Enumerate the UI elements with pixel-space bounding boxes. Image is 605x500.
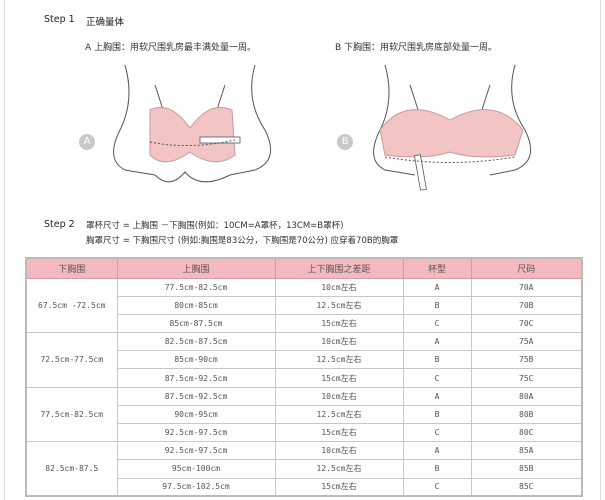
cup-cell: C <box>402 477 472 497</box>
size-cell: 75A <box>470 332 583 352</box>
table-row: 87.5cm-92.5cm 15cm左右 C 75C <box>26 368 583 388</box>
step1-title: 正确量体 <box>86 17 125 28</box>
size-cell: 75C <box>470 368 583 388</box>
step2-line1: 罩杯尺寸 = 上胸围 －下胸围(例如：10CM=A罩杯，13CM=B罩杯) <box>86 221 344 231</box>
table-row: 67.5cm -72.5cm 77.5cm-82.5cm 10cm左右 A 70A <box>25 277 583 334</box>
size-cell: 75B <box>470 350 583 370</box>
page-frame <box>4 0 601 500</box>
header-difference: 上下胸围之差距 <box>274 257 404 279</box>
under-bust-cell: 77.5cm-82.5cm <box>25 386 118 443</box>
upper-bust-cell: 97.5cm-102.5cm <box>116 477 276 497</box>
cup-cell: B <box>402 350 472 370</box>
table-row: 82.5cm-87.5 92.5cm-97.5cm 10cm左右 A 85A <box>25 441 583 497</box>
size-cell: 80C <box>470 422 583 443</box>
cup-cell: A <box>402 441 472 461</box>
under-bust-cell: 67.5cm -72.5cm <box>25 277 118 334</box>
badge-b: B <box>337 134 353 150</box>
cup-cell: C <box>402 313 472 334</box>
upper-bust-illustration <box>113 64 272 183</box>
cup-cell: A <box>402 386 472 406</box>
cup-cell: B <box>402 404 472 425</box>
under-bust-illustration <box>373 64 532 191</box>
cup-cell: B <box>402 459 472 479</box>
upper-bust-cell: 85cm-87.5cm <box>116 313 276 334</box>
table-row: 90cm-95cm 12.5cm左右 B 80B <box>26 404 583 425</box>
step1-b-text: B 下胸围：用软尺围乳房底部处量一周。 <box>335 43 498 53</box>
cup-cell: C <box>402 368 472 388</box>
difference-cell: 12.5cm左右 <box>274 459 404 479</box>
upper-bust-cell: 80cm-85cm <box>116 295 276 315</box>
under-bust-cell: 82.5cm-87.5 <box>25 441 118 497</box>
upper-bust-cell: 95cm-100cm <box>116 459 276 479</box>
difference-cell: 12.5cm左右 <box>274 350 404 370</box>
size-cell: 85A <box>470 441 583 461</box>
table-row: 95cm-100cm 12.5cm左右 B 85B <box>26 459 583 479</box>
table-row: 72.5cm-77.5cm 82.5cm-87.5cm 10cm左右 A 75A <box>25 332 583 388</box>
difference-cell: 10cm左右 <box>274 386 404 406</box>
under-bust-cell: 72.5cm-77.5cm <box>25 332 118 388</box>
header-upper-bust: 上胸围 <box>116 257 276 279</box>
difference-cell: 10cm左右 <box>274 277 404 297</box>
upper-bust-cell: 82.5cm-87.5cm <box>116 332 276 352</box>
size-cell: 80A <box>470 386 583 406</box>
upper-bust-cell: 90cm-95cm <box>116 404 276 425</box>
cup-cell: A <box>402 332 472 352</box>
size-cell: 80B <box>470 404 583 425</box>
upper-bust-cell: 92.5cm-97.5cm <box>116 441 276 461</box>
difference-cell: 10cm左右 <box>274 441 404 461</box>
size-cell: 70A <box>470 277 583 297</box>
badge-a: A <box>79 134 95 150</box>
table-row: 80cm-85cm 12.5cm左右 B 70B <box>26 295 583 315</box>
table-row: 85cm-90cm 12.5cm左右 B 75B <box>26 350 583 370</box>
table-header-row: 下胸围 上胸围 上下胸围之差距 杯型 尺码 <box>25 257 583 279</box>
header-cup: 杯型 <box>402 257 472 279</box>
table-row: 85cm-87.5cm 15cm左右 C 70C <box>26 313 583 334</box>
difference-cell: 15cm左右 <box>274 422 404 443</box>
size-cell: 85B <box>470 459 583 479</box>
difference-cell: 15cm左右 <box>274 477 404 497</box>
difference-cell: 15cm左右 <box>274 313 404 334</box>
size-table: 下胸围 上胸围 上下胸围之差距 杯型 尺码 67.5cm -72.5cm 77.5… <box>25 257 583 498</box>
table-row: 77.5cm-82.5cm 87.5cm-92.5cm 10cm左右 A 80A <box>25 386 583 443</box>
cup-cell: B <box>402 295 472 315</box>
upper-bust-cell: 85cm-90cm <box>116 350 276 370</box>
upper-bust-cell: 87.5cm-92.5cm <box>116 386 276 406</box>
size-cell: 85C <box>470 477 583 497</box>
size-cell: 70C <box>470 313 583 334</box>
table-row: 92.5cm-97.5cm 15cm左右 C 80C <box>26 422 583 443</box>
difference-cell: 12.5cm左右 <box>274 295 404 315</box>
step1-label: Step 1 <box>44 14 75 25</box>
table-row: 97.5cm-102.5cm 15cm左右 C 85C <box>26 477 583 497</box>
upper-bust-cell: 77.5cm-82.5cm <box>116 277 276 297</box>
header-size: 尺码 <box>470 257 583 279</box>
upper-bust-cell: 87.5cm-92.5cm <box>116 368 276 388</box>
header-under-bust: 下胸围 <box>25 257 118 279</box>
step2-line2: 胸罩尺寸 = 下胸围尺寸 (例如:胸围是83公分，下胸围是70公分) 应穿着70… <box>86 236 399 246</box>
step1-a-text: A 上胸围：用软尺围乳房最丰满处量一周。 <box>85 43 257 53</box>
size-cell: 70B <box>470 295 583 315</box>
difference-cell: 10cm左右 <box>274 332 404 352</box>
step2-label: Step 2 <box>44 219 75 230</box>
cup-cell: C <box>402 422 472 443</box>
cup-cell: A <box>402 277 472 297</box>
upper-bust-cell: 92.5cm-97.5cm <box>116 422 276 443</box>
difference-cell: 15cm左右 <box>274 368 404 388</box>
difference-cell: 12.5cm左右 <box>274 404 404 425</box>
